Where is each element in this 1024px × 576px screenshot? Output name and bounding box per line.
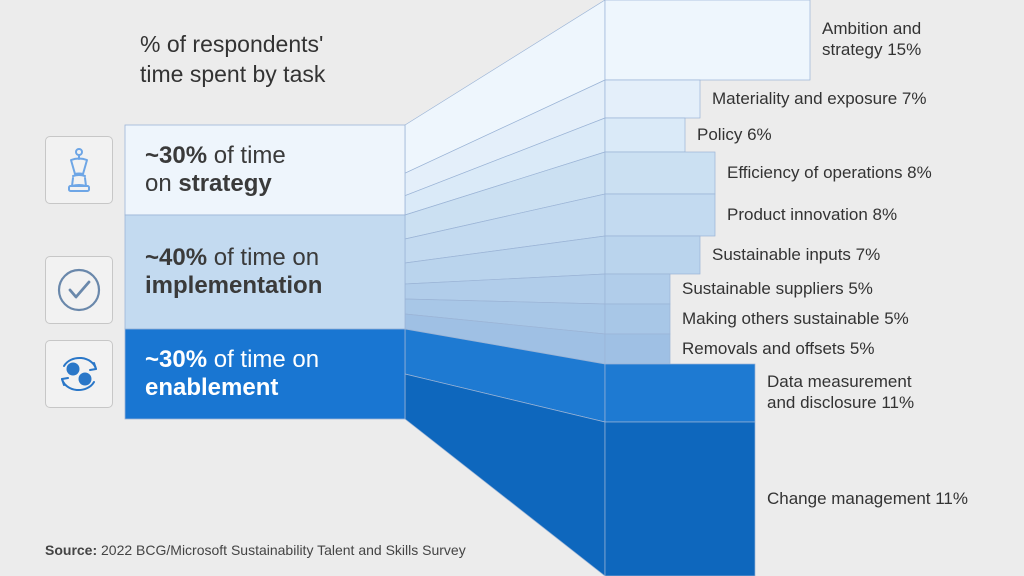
detail-label: Sustainable suppliers 5% [682, 278, 873, 299]
cycle-icon [45, 340, 113, 408]
check-icon [45, 256, 113, 324]
detail-label: Sustainable inputs 7% [712, 244, 880, 265]
detail-label: Change management 11% [767, 488, 968, 509]
source-citation: Source: 2022 BCG/Microsoft Sustainabilit… [45, 542, 466, 558]
detail-bar [605, 236, 700, 274]
detail-label: Policy 6% [697, 124, 772, 145]
detail-label: Removals and offsets 5% [682, 338, 874, 359]
detail-bar [605, 304, 670, 334]
detail-bar [605, 0, 810, 80]
detail-bar [605, 422, 755, 576]
group-label-implementation: ~40% of time onimplementation [125, 215, 405, 329]
detail-label: Efficiency of operations 8% [727, 162, 932, 183]
detail-bar [605, 364, 755, 422]
detail-bar [605, 118, 685, 152]
detail-label: Ambition andstrategy 15% [822, 18, 921, 61]
detail-bar [605, 80, 700, 118]
detail-bar [605, 152, 715, 194]
queen-icon [45, 136, 113, 204]
detail-label: Making others sustainable 5% [682, 308, 909, 329]
detail-label: Data measurementand disclosure 11% [767, 371, 914, 414]
source-text: 2022 BCG/Microsoft Sustainability Talent… [101, 542, 466, 558]
detail-bar [605, 274, 670, 304]
source-prefix: Source: [45, 542, 101, 558]
group-label-strategy: ~30% of timeon strategy [125, 125, 405, 215]
group-label-enablement: ~30% of time onenablement [125, 329, 405, 419]
detail-label: Materiality and exposure 7% [712, 88, 927, 109]
detail-bar [605, 194, 715, 236]
detail-bar [605, 334, 670, 364]
detail-label: Product innovation 8% [727, 204, 897, 225]
chart-title: % of respondents'time spent by task [140, 30, 325, 90]
